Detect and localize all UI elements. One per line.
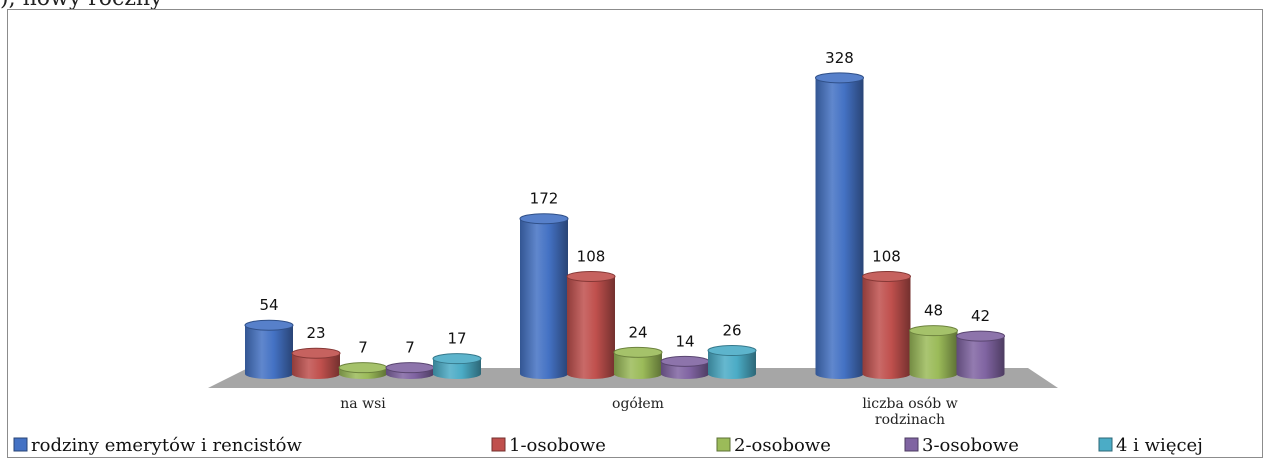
data-label: 42 xyxy=(971,307,990,325)
bar-3-osobowe-na-wsi xyxy=(385,362,435,379)
legend-swatch xyxy=(904,437,919,452)
data-label: 108 xyxy=(872,247,901,265)
legend-item-3-osobowe: 3-osobowe xyxy=(904,435,1019,456)
legend-item-4-i-więcej: 4 i więcej xyxy=(1098,435,1203,456)
bar-3-osobowe-ogółem xyxy=(660,355,710,379)
data-label: 172 xyxy=(530,190,559,208)
bar-2-osobowe-ogółem xyxy=(613,346,663,379)
bar-1-osobowe-ogółem xyxy=(566,270,616,379)
data-label: 17 xyxy=(447,330,466,348)
data-label: 54 xyxy=(259,296,278,314)
chart-data-labels-layer: 54 23 7 7 17 172 108 24 14 26 328 108 48 42 xyxy=(259,49,990,357)
chart-bars-layer xyxy=(244,72,1005,379)
bar-1-osobowe-na-wsi xyxy=(291,347,341,379)
bar-1-osobowe-liczba-osób-w-rodzinach xyxy=(862,270,911,379)
chart-category-labels-layer: na wsi ogółem liczba osób w rodzinach xyxy=(340,396,957,428)
legend-label: 2-osobowe xyxy=(734,435,831,456)
chart-frame: 54 23 7 7 17 172 108 24 14 26 328 108 48 42 na wsi ogó… xyxy=(7,9,1263,458)
legend-swatch xyxy=(1098,437,1113,452)
data-label: 108 xyxy=(577,247,606,265)
data-label: 7 xyxy=(405,339,415,357)
legend-label: 3-osobowe xyxy=(922,435,1019,456)
cylinder-bar-chart: 54 23 7 7 17 172 108 24 14 26 328 108 48 42 na wsi ogó… xyxy=(13,49,1203,456)
legend-item-rodziny-emerytów-i-rencistów: rodziny emerytów i rencistów xyxy=(13,435,303,456)
legend-swatch xyxy=(491,437,506,452)
data-label: 14 xyxy=(675,332,694,350)
legend-swatch xyxy=(716,437,731,452)
data-label: 48 xyxy=(924,302,943,320)
data-label: 26 xyxy=(722,322,741,340)
top-text-fragment: ), nowy roczny xyxy=(0,0,163,11)
bar-rodziny-emerytów-i-rencistów-liczba-osób-w-rodzinach xyxy=(815,72,864,379)
data-label: 328 xyxy=(825,49,854,67)
category-label: na wsi xyxy=(340,396,386,412)
data-label: 7 xyxy=(358,339,368,357)
legend-swatch xyxy=(13,437,28,452)
bar-rodziny-emerytów-i-rencistów-ogółem xyxy=(519,213,569,379)
legend-item-1-osobowe: 1-osobowe xyxy=(491,435,606,456)
bar-rodziny-emerytów-i-rencistów-na-wsi xyxy=(244,319,294,379)
category-label: liczba osób w rodzinach xyxy=(862,396,957,428)
legend-label: 4 i więcej xyxy=(1116,435,1203,456)
bar-2-osobowe-na-wsi xyxy=(338,362,388,379)
data-label: 24 xyxy=(628,323,647,341)
chart-legend: rodziny emerytów i rencistów 1-osobowe 2-o… xyxy=(13,435,1203,456)
bar-3-osobowe-liczba-osób-w-rodzinach xyxy=(956,330,1005,379)
legend-item-2-osobowe: 2-osobowe xyxy=(716,435,831,456)
legend-label: rodziny emerytów i rencistów xyxy=(31,435,303,456)
category-label: ogółem xyxy=(612,396,664,412)
data-label: 23 xyxy=(306,324,325,342)
legend-label: 1-osobowe xyxy=(509,435,606,456)
bar-4-i-więcej-na-wsi xyxy=(432,353,482,379)
bar-2-osobowe-liczba-osób-w-rodzinach xyxy=(909,325,958,379)
bar-4-i-więcej-ogółem xyxy=(707,345,757,379)
